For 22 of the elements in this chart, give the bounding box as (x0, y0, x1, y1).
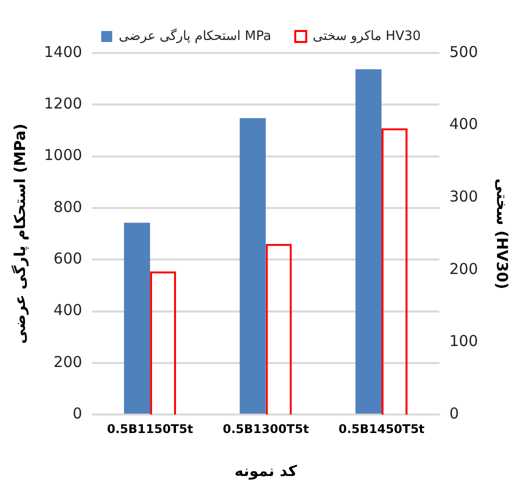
x-tick-label: 0.5B1150T5t (107, 422, 194, 436)
y-axis-title: استحکام پارگی عرضی (MPa) (10, 124, 29, 344)
y-tick-label: 400 (54, 301, 82, 320)
y2-tick-label: 200 (449, 260, 478, 278)
y2-tick-label: 0 (449, 404, 459, 422)
y2-tick-label: 400 (449, 115, 478, 134)
y2-tick-label: 300 (449, 188, 478, 206)
x-axis-title: کد نمونه (234, 462, 298, 480)
y-tick-label: 200 (54, 352, 82, 371)
y-tick-label: 1200 (44, 94, 82, 113)
y-tick-label: 1400 (44, 42, 82, 61)
y-tick-label: 0 (72, 404, 82, 422)
y2-tick-label: 100 (449, 332, 478, 350)
y2-tick-label: 500 (449, 42, 478, 61)
legend-label: ماکرو سختی HV30 (312, 28, 421, 44)
x-tick-label: 0.5B1300T5t (222, 422, 310, 436)
x-tick-label: 0.5B1450T5t (338, 422, 425, 436)
y-tick-label: 600 (54, 250, 82, 268)
y-tick-label: 1000 (44, 146, 82, 164)
y-tick-label: 800 (54, 198, 82, 216)
y2-axis-title: سختی (HV30) (493, 178, 512, 290)
legend-label: استحکام پارگی عرضی MPa (118, 28, 272, 44)
